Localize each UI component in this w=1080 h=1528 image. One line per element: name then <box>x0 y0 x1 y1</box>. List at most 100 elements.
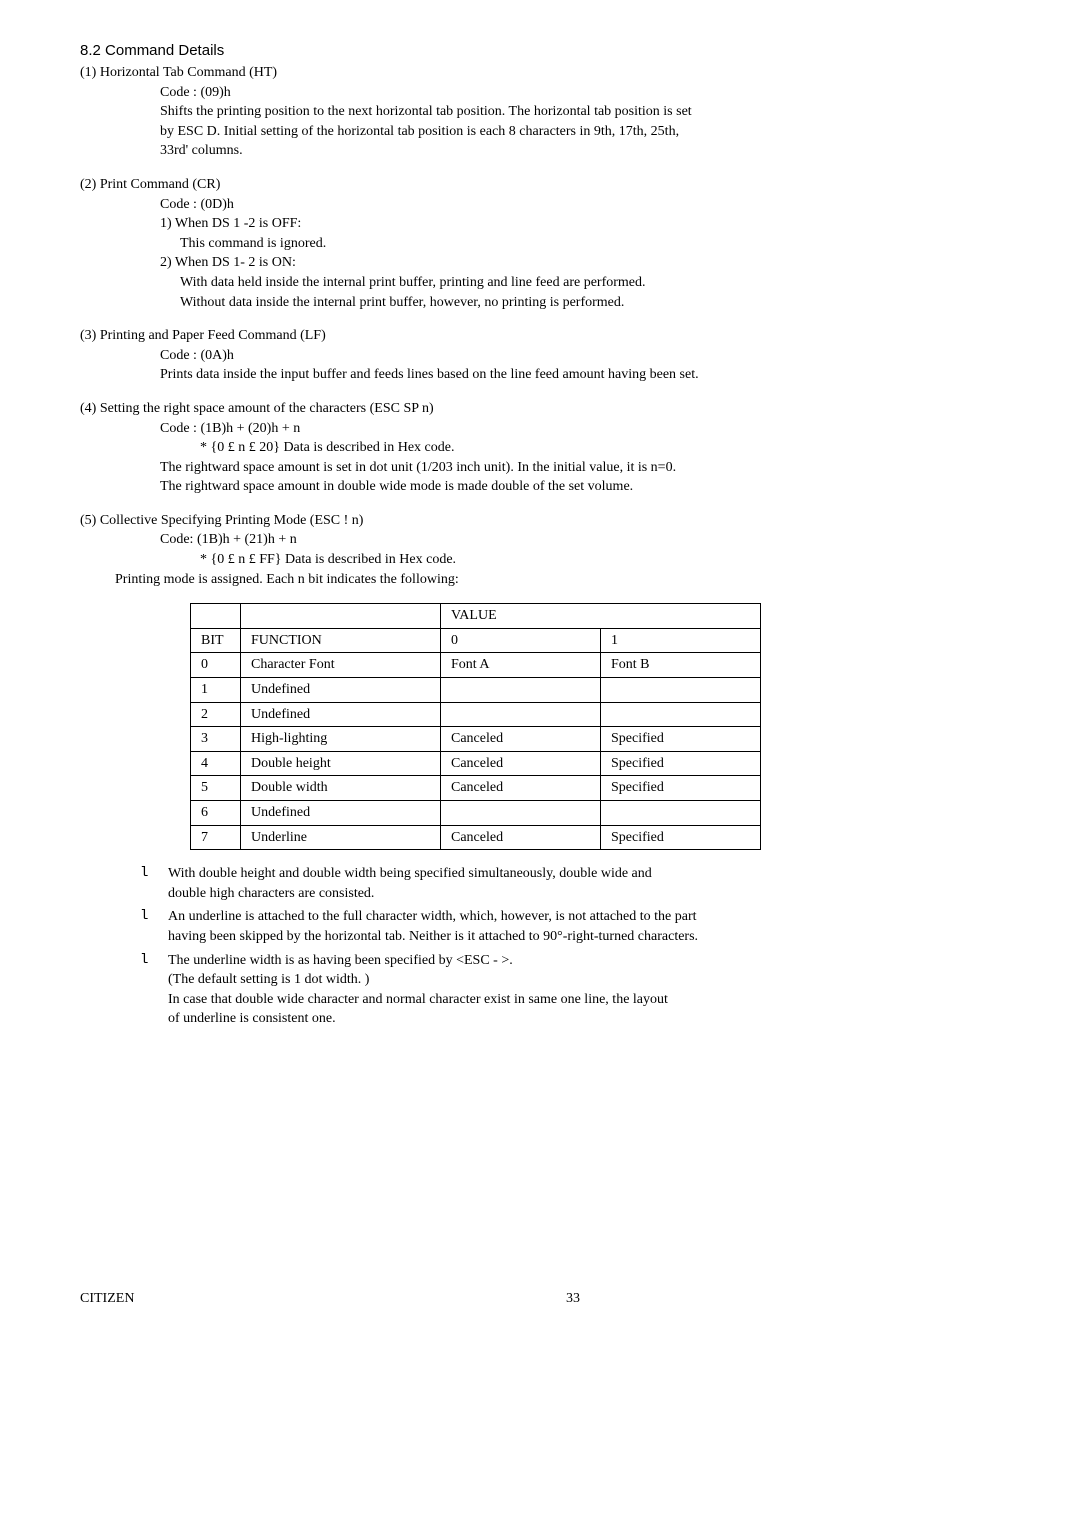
item-1: (1) Horizontal Tab Command (HT) Code : (… <box>80 63 1020 161</box>
item-3: (3) Printing and Paper Feed Command (LF)… <box>80 326 1020 385</box>
bullet-icon: l <box>140 907 148 927</box>
bullet-line: (The default setting is 1 dot width. ) <box>168 972 369 987</box>
bullet-list: l With double height and double width be… <box>80 864 1020 1029</box>
item-code: Code : (1B)h + (20)h + n <box>160 419 1020 439</box>
th-blank <box>241 604 441 629</box>
bullet-line: double high characters are consisted. <box>168 886 374 901</box>
bullet-icon: l <box>140 864 148 884</box>
cell: 4 <box>191 751 241 776</box>
cell: 6 <box>191 801 241 826</box>
body-line: The rightward space amount in double wid… <box>160 477 1020 497</box>
cell <box>601 801 761 826</box>
cell: Specified <box>601 727 761 752</box>
th-value: VALUE <box>441 604 761 629</box>
cell <box>441 801 601 826</box>
table-header-row2: BIT FUNCTION 0 1 <box>191 628 761 653</box>
item-num: (3) <box>80 328 96 343</box>
bullet-line: The underline width is as having been sp… <box>168 953 513 968</box>
cell: Font B <box>601 653 761 678</box>
cell: 3 <box>191 727 241 752</box>
table-row: 5Double widthCanceledSpecified <box>191 776 761 801</box>
item-title: Printing and Paper Feed Command (LF) <box>100 328 326 343</box>
cell: Specified <box>601 825 761 850</box>
item-num: (2) <box>80 177 96 192</box>
th-1: 1 <box>601 628 761 653</box>
item-4: (4) Setting the right space amount of th… <box>80 399 1020 497</box>
item-code: Code : (09)h <box>160 83 1020 103</box>
cell: Font A <box>441 653 601 678</box>
cell: High-lighting <box>241 727 441 752</box>
item-num: (1) <box>80 65 96 80</box>
table-header-row: VALUE <box>191 604 761 629</box>
star-line: * {0 £ n £ FF} Data is described in Hex … <box>200 550 1020 570</box>
body-line: 33rd' columns. <box>160 141 1020 161</box>
cell: Specified <box>601 751 761 776</box>
bullet-icon: l <box>140 951 148 971</box>
cell: 1 <box>191 678 241 703</box>
cell: Undefined <box>241 678 441 703</box>
cell: Canceled <box>441 825 601 850</box>
body-line: by ESC D. Initial setting of the horizon… <box>160 122 1020 142</box>
th-0: 0 <box>441 628 601 653</box>
item-code: Code: (1B)h + (21)h + n <box>160 530 1020 550</box>
th-blank <box>191 604 241 629</box>
bullet-line: With double height and double width bein… <box>168 866 652 881</box>
subline: With data held inside the internal print… <box>180 273 1020 293</box>
subline: This command is ignored. <box>180 234 1020 254</box>
item-num: (4) <box>80 401 96 416</box>
footer-page: 33 <box>566 1289 580 1309</box>
cell: 7 <box>191 825 241 850</box>
section-title: 8.2 Command Details <box>80 40 1020 61</box>
cell: Double height <box>241 751 441 776</box>
footer: CITIZEN 33 <box>80 1289 1020 1309</box>
bullet-line: An underline is attached to the full cha… <box>168 909 697 924</box>
cell <box>441 678 601 703</box>
body-line: Prints data inside the input buffer and … <box>160 365 1020 385</box>
bullet-line: having been skipped by the horizontal ta… <box>168 929 698 944</box>
subline: 1) When DS 1 -2 is OFF: <box>160 214 1020 234</box>
cell: Undefined <box>241 702 441 727</box>
cell: 5 <box>191 776 241 801</box>
cell: Underline <box>241 825 441 850</box>
star-line: * {0 £ n £ 20} Data is described in Hex … <box>200 438 1020 458</box>
table-row: 1Undefined <box>191 678 761 703</box>
table-row: 2Undefined <box>191 702 761 727</box>
table-row: 3High-lightingCanceledSpecified <box>191 727 761 752</box>
table-row: 0Character FontFont AFont B <box>191 653 761 678</box>
item-5: (5) Collective Specifying Printing Mode … <box>80 511 1020 589</box>
bullet-line: of underline is consistent one. <box>168 1011 336 1026</box>
cell: Canceled <box>441 776 601 801</box>
cell: Double width <box>241 776 441 801</box>
item-code: Code : (0A)h <box>160 346 1020 366</box>
footer-brand: CITIZEN <box>80 1289 134 1309</box>
item-2: (2) Print Command (CR) Code : (0D)h 1) W… <box>80 175 1020 312</box>
cell <box>441 702 601 727</box>
item-code: Code : (0D)h <box>160 195 1020 215</box>
table-row: 6Undefined <box>191 801 761 826</box>
cell: Specified <box>601 776 761 801</box>
th-bit: BIT <box>191 628 241 653</box>
item-title: Print Command (CR) <box>100 177 221 192</box>
bits-table: VALUE BIT FUNCTION 0 1 0Character FontFo… <box>190 603 761 850</box>
cell: Character Font <box>241 653 441 678</box>
cell: Canceled <box>441 751 601 776</box>
th-function: FUNCTION <box>241 628 441 653</box>
list-item: l An underline is attached to the full c… <box>140 907 1020 946</box>
intro-line: Printing mode is assigned. Each n bit in… <box>115 570 1020 590</box>
subline: Without data inside the internal print b… <box>180 293 1020 313</box>
list-item: l With double height and double width be… <box>140 864 1020 903</box>
table-row: 4Double heightCanceledSpecified <box>191 751 761 776</box>
body-line: Shifts the printing position to the next… <box>160 102 1020 122</box>
body-line: The rightward space amount is set in dot… <box>160 458 1020 478</box>
cell: 0 <box>191 653 241 678</box>
cell <box>601 702 761 727</box>
cell: Canceled <box>441 727 601 752</box>
cell <box>601 678 761 703</box>
table-row: 7UnderlineCanceledSpecified <box>191 825 761 850</box>
item-num: (5) <box>80 513 96 528</box>
item-title: Horizontal Tab Command (HT) <box>100 65 277 80</box>
subline: 2) When DS 1- 2 is ON: <box>160 253 1020 273</box>
item-title: Setting the right space amount of the ch… <box>100 401 434 416</box>
cell: Undefined <box>241 801 441 826</box>
cell: 2 <box>191 702 241 727</box>
